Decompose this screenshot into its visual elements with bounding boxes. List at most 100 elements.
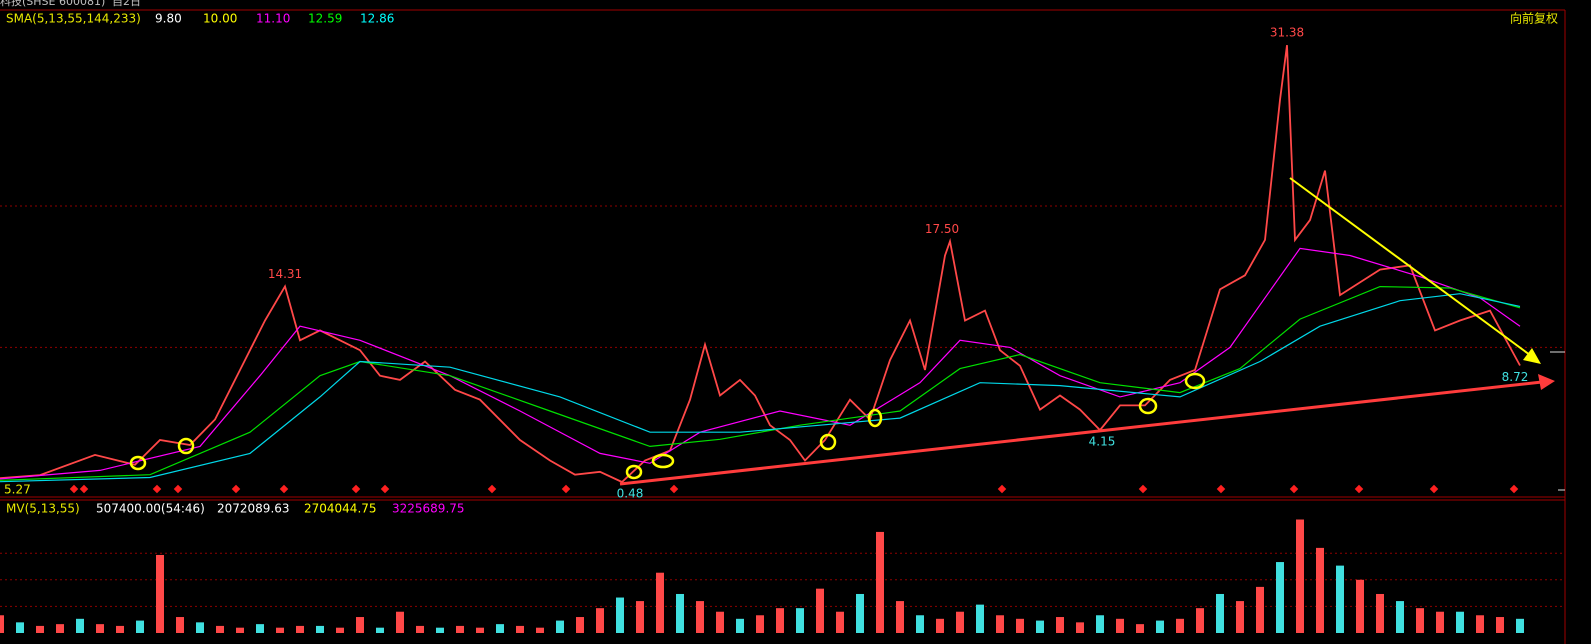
volume-bar [156,554,164,633]
volume-bar [1116,618,1124,633]
volume-bar [676,593,684,633]
signal-marker [380,484,390,494]
volume-bar [536,627,544,633]
volume-bar [16,622,24,633]
volume-bar [816,588,824,633]
signal-marker [173,484,183,494]
circle [177,437,195,455]
volume-bar [656,572,664,633]
volume-bar [1196,608,1204,633]
volume-bar [956,611,964,633]
volume-bar [456,625,464,633]
header-period: 自2日 [112,0,141,8]
circle [819,433,837,451]
legend-value: 11.10 [256,12,290,26]
volume-bar [556,620,564,633]
arrow-head [1538,374,1555,390]
volume-bar [596,608,604,633]
volume-bar [616,597,624,633]
trend-arrow [619,380,1543,486]
trend-arrow [1289,177,1531,356]
volume-bar [1016,618,1024,633]
volume-bar [516,625,524,633]
volume-bar [1256,586,1264,633]
volume-bar [376,627,384,633]
volume-bar [1176,618,1184,633]
volume-bar [496,624,504,633]
volume-bar [1436,611,1444,633]
volume-bar [1036,620,1044,633]
volume-bar [1496,617,1504,633]
corner-label: 5.27 [4,483,31,497]
volume-bar [1516,618,1524,633]
price-label: 17.50 [925,222,959,236]
signal-marker [1216,484,1226,494]
volume-bar [1276,562,1284,633]
price-label: 8.72 [1502,370,1529,384]
legend-value: 12.86 [360,12,394,26]
volume-bar [76,618,84,633]
signal-marker [997,484,1007,494]
volume-bar [256,624,264,633]
volume-bar [1476,615,1484,633]
volume-bar [1456,611,1464,633]
signal-marker [1354,484,1364,494]
volume-bar [0,615,4,633]
volume-bar [476,627,484,633]
ma-line [0,285,1521,481]
volume-bar [896,601,904,633]
volume-bar [316,625,324,633]
legend-title: MV(5,13,55) [6,502,80,516]
signal-marker [1138,484,1148,494]
volume-bar [916,615,924,633]
legend-value: 3225689.75 [392,502,465,516]
volume-bar [856,593,864,633]
volume-bar [336,627,344,633]
volume-bar [96,624,104,633]
volume-bar [196,622,204,633]
header-title: 科技(SHSE 600081) [0,0,105,8]
volume-bar [1416,608,1424,633]
volume-bar [1056,617,1064,633]
circles [129,372,1206,480]
volume-bar [36,625,44,633]
volume-bar [716,611,724,633]
signal-marker [561,484,571,494]
annotation-shapes [129,177,1555,486]
volume-bar [436,627,444,633]
volume-bar [696,601,704,633]
volume-bar [176,617,184,633]
circle [1184,372,1206,390]
circle [129,455,147,471]
legend-value: 10.00 [203,12,237,26]
legend-value: 2704044.75 [304,502,377,516]
volume-bar [736,618,744,633]
signal-marker [279,484,289,494]
signal-marker [1289,484,1299,494]
volume-bar [1296,519,1304,633]
volume-bar [976,604,984,633]
volume-bar [576,617,584,633]
volume-bar [1396,601,1404,633]
volume-bar [636,601,644,633]
volume-bar [1236,601,1244,633]
volume-bar [1156,620,1164,633]
volume-bar [356,617,364,633]
ma-line [0,247,1521,480]
volume-bar [796,608,804,633]
circle [1138,397,1158,415]
volume-bar [756,615,764,633]
arrow-head [1523,348,1541,364]
legend-title: SMA(5,13,55,144,233) [6,12,141,26]
legend-value: 2072089.63 [217,502,290,516]
ma-line [0,293,1521,483]
legend-value: 507400.00(54:46) [96,502,205,516]
circle [651,453,675,469]
volume-bar [1096,615,1104,633]
legend-value: 12.59 [308,12,342,26]
signal-marker [669,484,679,494]
price-label: 31.38 [1270,26,1304,40]
